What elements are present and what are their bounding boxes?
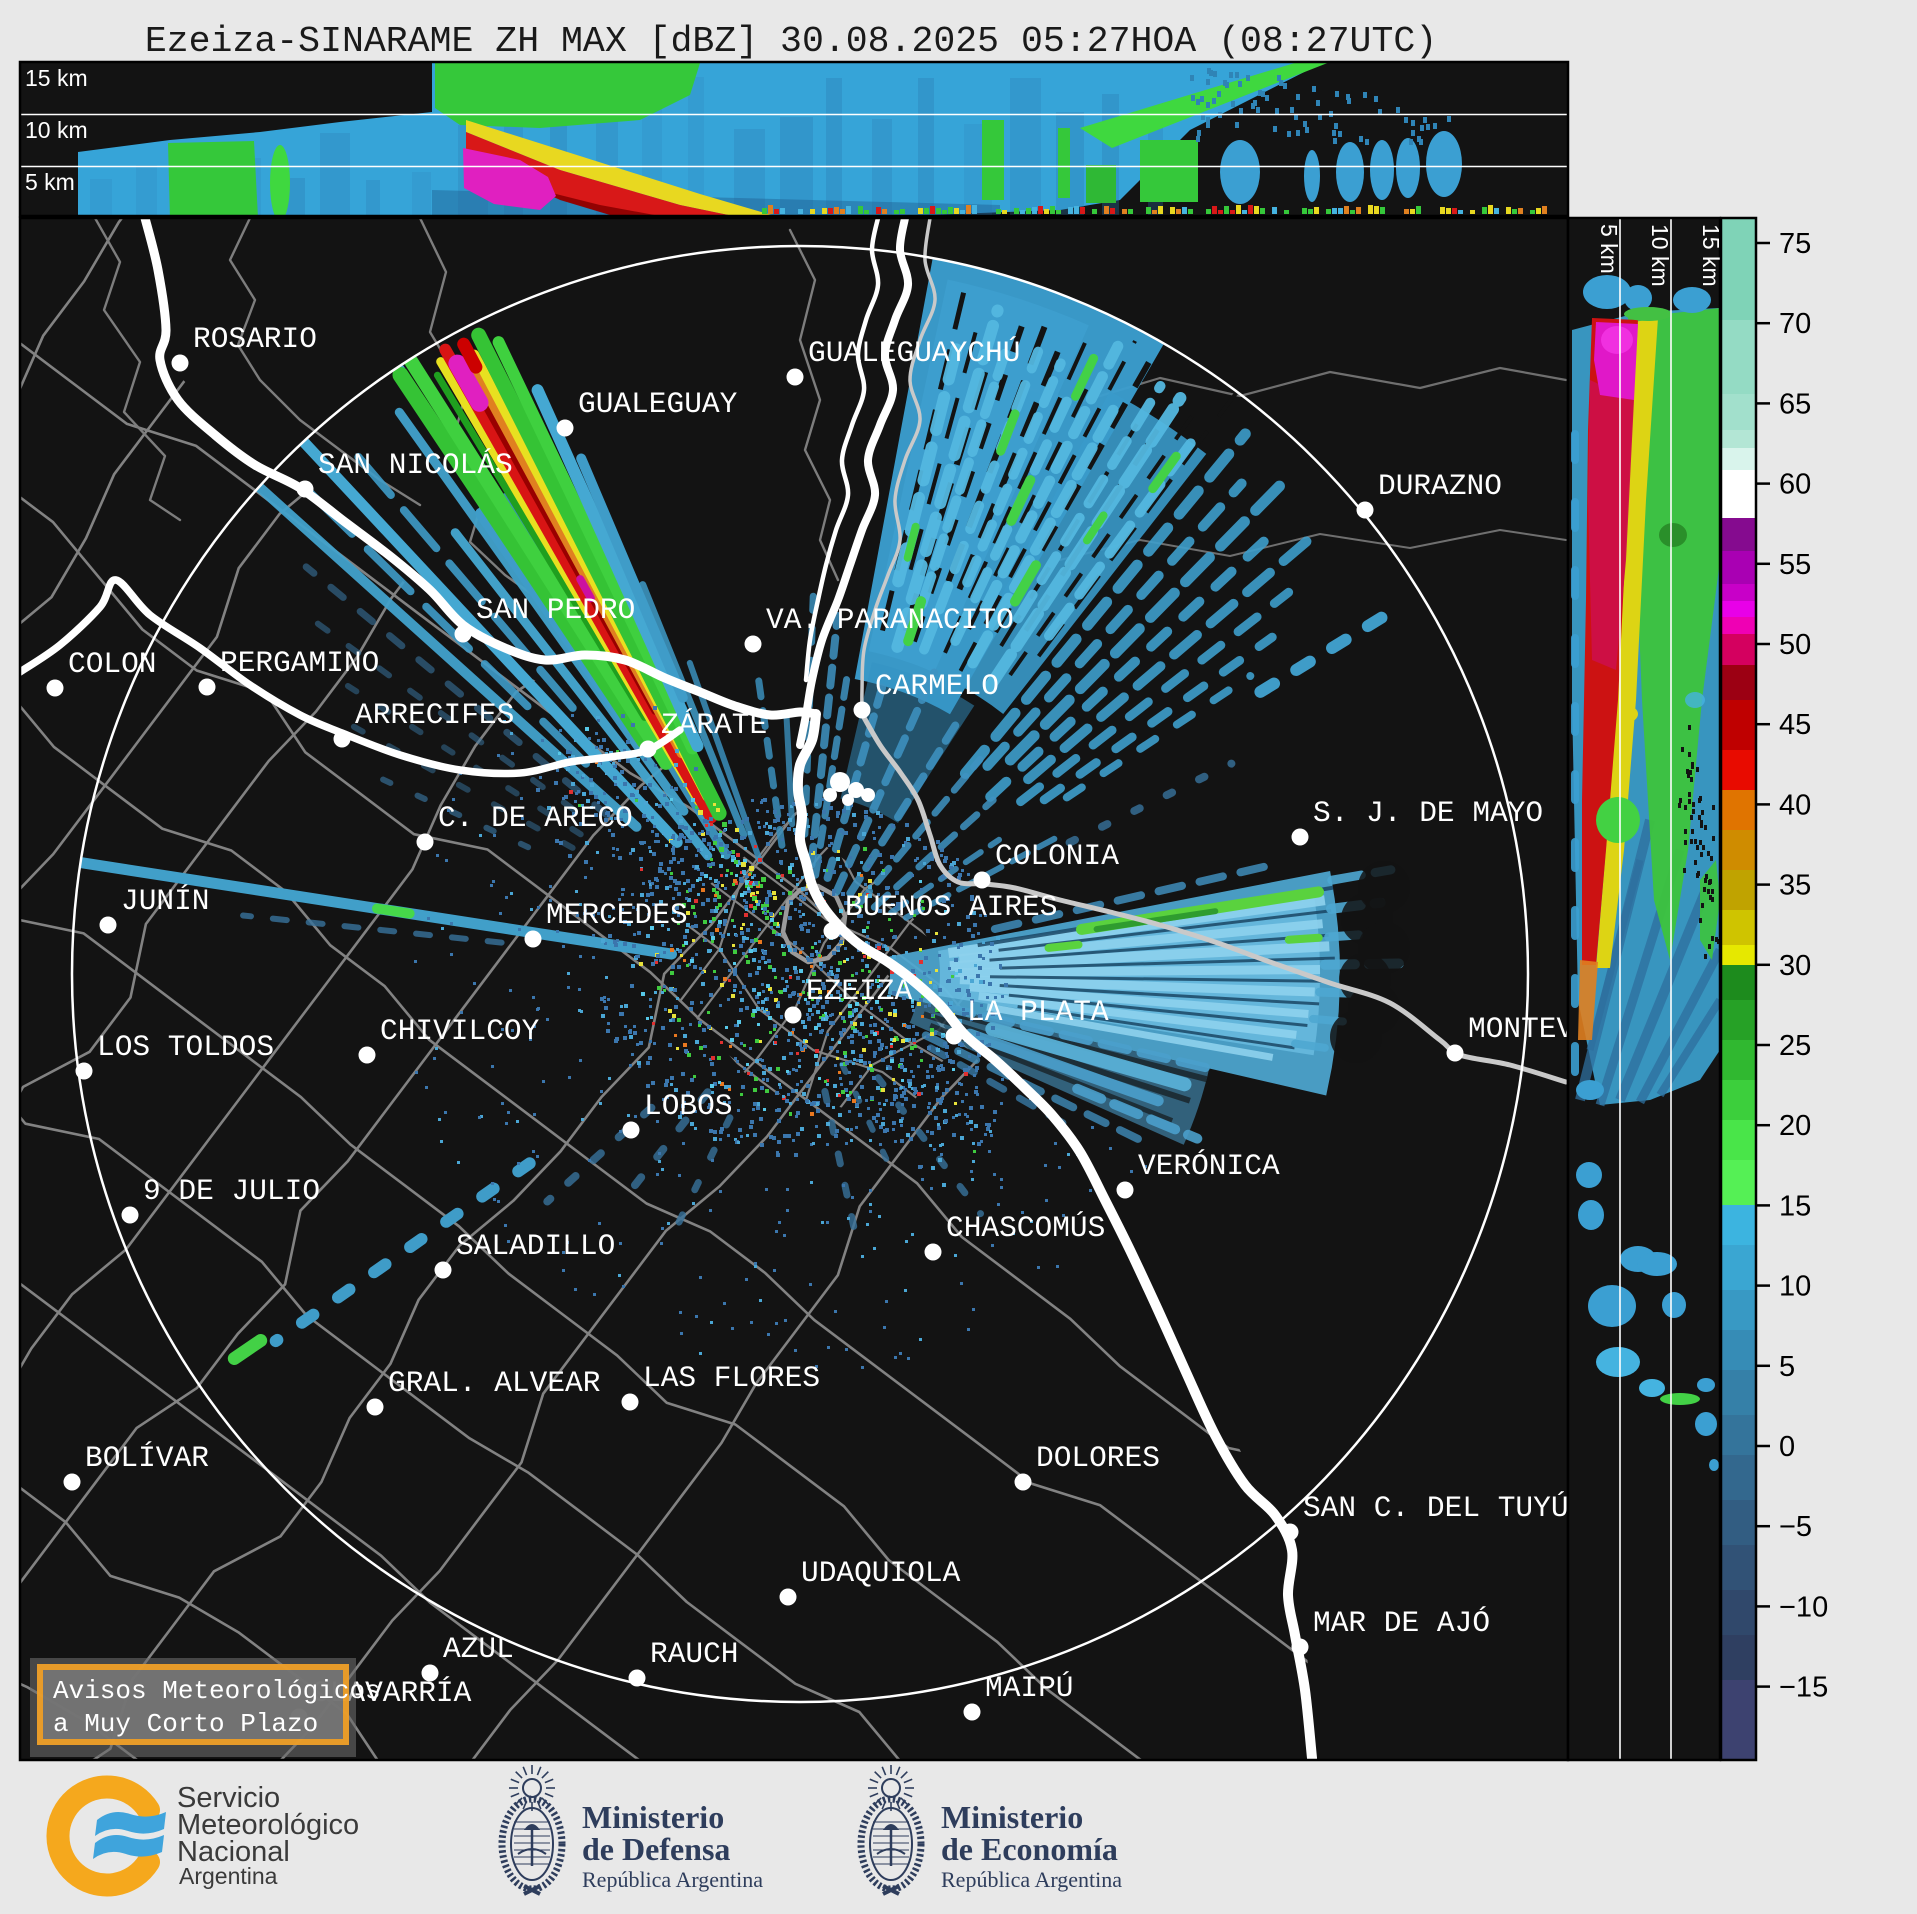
svg-text:−10: −10 [1779, 1591, 1828, 1623]
svg-text:LAS FLORES: LAS FLORES [643, 1361, 820, 1395]
svg-text:BUENOS AIRES: BUENOS AIRES [845, 890, 1057, 924]
svg-text:20: 20 [1779, 1110, 1811, 1142]
svg-text:Ministerio: Ministerio [941, 1799, 1083, 1835]
svg-text:GRAL. ALVEAR: GRAL. ALVEAR [388, 1366, 600, 1400]
svg-text:Meteorológico: Meteorológico [177, 1809, 359, 1841]
svg-text:VA. PARANACITO: VA. PARANACITO [766, 603, 1014, 637]
svg-text:10: 10 [1779, 1271, 1811, 1303]
svg-text:LOS TOLDOS: LOS TOLDOS [97, 1030, 274, 1064]
svg-text:JUNÍN: JUNÍN [121, 884, 210, 918]
svg-text:Nacional: Nacional [177, 1836, 290, 1868]
svg-text:ROSARIO: ROSARIO [193, 322, 317, 356]
svg-text:CHIVILCOY: CHIVILCOY [380, 1014, 540, 1048]
svg-text:EZEIZA: EZEIZA [806, 974, 913, 1008]
svg-text:65: 65 [1779, 388, 1811, 420]
svg-text:Ezeiza-SINARAME ZH MAX [dBZ] 3: Ezeiza-SINARAME ZH MAX [dBZ] 30.08.2025 … [145, 21, 1437, 62]
svg-text:CHASCOMÚS: CHASCOMÚS [946, 1211, 1105, 1245]
svg-text:UDAQUIOLA: UDAQUIOLA [801, 1556, 961, 1590]
svg-text:MERCEDES: MERCEDES [546, 898, 688, 932]
svg-text:9 DE JULIO: 9 DE JULIO [143, 1174, 320, 1208]
svg-text:10 km: 10 km [1647, 224, 1673, 287]
svg-text:MAR DE AJÓ: MAR DE AJÓ [1313, 1606, 1490, 1640]
svg-text:de Defensa: de Defensa [582, 1831, 730, 1867]
svg-text:COLON: COLON [68, 647, 157, 681]
svg-text:5: 5 [1779, 1351, 1795, 1383]
svg-text:VERÓNICA: VERÓNICA [1138, 1149, 1280, 1183]
svg-text:GUALEGUAYCHÚ: GUALEGUAYCHÚ [808, 336, 1020, 370]
svg-text:SAN NICOLÁS: SAN NICOLÁS [318, 448, 513, 482]
svg-text:SAN PEDRO: SAN PEDRO [476, 593, 635, 627]
svg-text:Argentina: Argentina [179, 1863, 278, 1889]
svg-text:Servicio: Servicio [177, 1782, 280, 1814]
svg-text:0: 0 [1779, 1431, 1795, 1463]
svg-text:DURAZNO: DURAZNO [1378, 469, 1502, 503]
svg-text:República Argentina: República Argentina [582, 1867, 763, 1892]
svg-text:15 km: 15 km [25, 65, 88, 91]
svg-text:55: 55 [1779, 549, 1811, 581]
svg-text:de Economía: de Economía [941, 1831, 1118, 1867]
svg-text:SALADILLO: SALADILLO [456, 1229, 615, 1263]
svg-text:5 km: 5 km [25, 169, 75, 195]
svg-text:Avisos Meteorológicos: Avisos Meteorológicos [53, 1676, 381, 1706]
svg-text:a Muy Corto Plazo: a Muy Corto Plazo [53, 1709, 318, 1739]
svg-text:RAUCH: RAUCH [650, 1637, 739, 1671]
svg-text:60: 60 [1779, 469, 1811, 501]
svg-text:COLONIA: COLONIA [995, 839, 1119, 873]
svg-text:C. DE ARECO: C. DE ARECO [438, 801, 633, 835]
svg-text:MONTEVIDEO: MONTEVIDEO [1468, 1012, 1645, 1046]
svg-text:25: 25 [1779, 1030, 1811, 1062]
svg-text:SAN C. DEL TUYÚ: SAN C. DEL TUYÚ [1303, 1491, 1569, 1525]
svg-text:15 km: 15 km [1698, 224, 1724, 287]
svg-text:CARMELO: CARMELO [875, 669, 999, 703]
svg-text:DOLORES: DOLORES [1036, 1441, 1160, 1475]
svg-text:S. J. DE MAYO: S. J. DE MAYO [1313, 796, 1543, 830]
svg-text:MAIPÚ: MAIPÚ [985, 1671, 1074, 1705]
svg-text:10 km: 10 km [25, 117, 88, 143]
svg-text:35: 35 [1779, 870, 1811, 902]
svg-text:40: 40 [1779, 789, 1811, 821]
svg-text:5 km: 5 km [1596, 224, 1622, 274]
svg-text:75: 75 [1779, 228, 1811, 260]
svg-text:AZUL: AZUL [443, 1632, 514, 1666]
svg-text:GUALEGUAY: GUALEGUAY [578, 387, 738, 421]
svg-text:15: 15 [1779, 1190, 1811, 1222]
svg-text:República Argentina: República Argentina [941, 1867, 1122, 1892]
svg-text:ARRECIFES: ARRECIFES [355, 698, 514, 732]
svg-text:PERGAMINO: PERGAMINO [220, 646, 379, 680]
svg-text:Ministerio: Ministerio [582, 1799, 724, 1835]
svg-text:50: 50 [1779, 629, 1811, 661]
svg-text:30: 30 [1779, 950, 1811, 982]
svg-text:−15: −15 [1779, 1672, 1828, 1704]
svg-text:LOBOS: LOBOS [644, 1089, 733, 1123]
svg-text:BOLÍVAR: BOLÍVAR [85, 1441, 209, 1475]
svg-text:70: 70 [1779, 308, 1811, 340]
svg-text:−5: −5 [1779, 1511, 1812, 1543]
svg-text:45: 45 [1779, 709, 1811, 741]
svg-text:LA PLATA: LA PLATA [967, 995, 1109, 1029]
svg-text:ZÁRATE: ZÁRATE [661, 708, 767, 742]
